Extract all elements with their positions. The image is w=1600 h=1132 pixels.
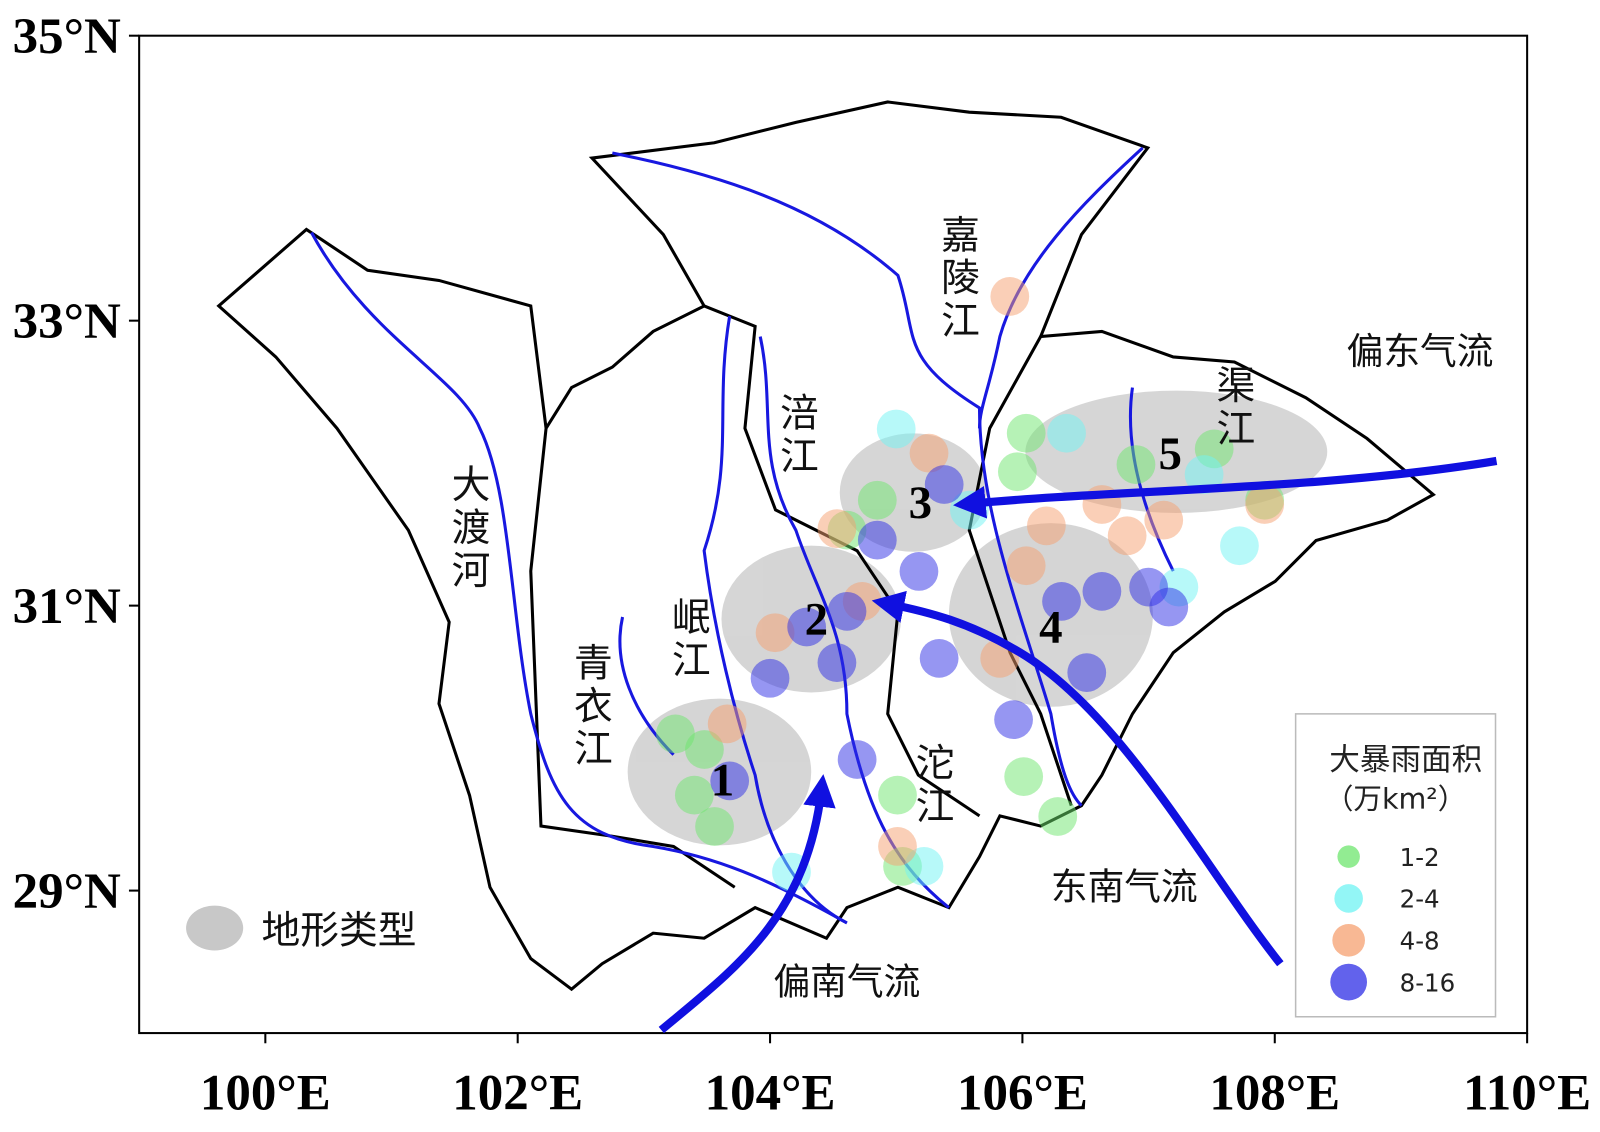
rainfall-point [817, 643, 857, 682]
river [310, 231, 848, 925]
rainfall-point [674, 775, 714, 815]
rainfall-point [837, 740, 877, 779]
rainfall-point [1107, 516, 1147, 556]
rainfall-point [990, 277, 1030, 316]
legend-swatch [1337, 845, 1360, 868]
flow-label: 东南气流 [1051, 865, 1198, 908]
region-label: 5 [1158, 428, 1181, 480]
region-label: 2 [805, 593, 828, 645]
rainfall-point [656, 714, 695, 754]
river-label: 青衣江 [567, 642, 612, 770]
rainfall-point [904, 846, 944, 886]
rainfall-point [1245, 485, 1285, 524]
x-tick-label: 100°E [200, 1066, 331, 1122]
river-label: 渠江 [1210, 365, 1255, 451]
rainfall-point [817, 509, 857, 549]
rainfall-point [1006, 546, 1046, 586]
flow-label: 偏南气流 [773, 960, 920, 1003]
rainfall-point [1038, 797, 1078, 836]
flow-arrows [658, 456, 1498, 1034]
legend-box [1294, 713, 1497, 1018]
flow-arrow [658, 774, 836, 1034]
rainfall-point [827, 591, 867, 631]
region-label: 3 [909, 477, 932, 529]
rainfall-point [1082, 572, 1122, 611]
basin-boundaries [216, 100, 1436, 992]
legend-swatch [1332, 923, 1365, 957]
y-tick-label: 29°N [13, 864, 121, 920]
flow-label: 偏东气流 [1347, 330, 1494, 373]
rainfall-point [707, 704, 747, 744]
rainfall-point [1144, 500, 1184, 540]
y-tick-label: 31°N [13, 579, 121, 635]
rainfall-point [899, 552, 939, 591]
flow-arrow [953, 456, 1498, 519]
flow-arrow [871, 590, 1284, 967]
x-tick-label: 104°E [705, 1066, 836, 1122]
y-tick-label: 35°N [13, 9, 121, 65]
x-tick-label: 102°E [452, 1066, 583, 1122]
rainfall-point [695, 807, 734, 846]
rainfall-point [876, 409, 916, 449]
rainfall-point [857, 480, 897, 520]
river-label: 岷江 [665, 597, 710, 683]
rainfall-point [919, 638, 959, 678]
x-tick-label: 110°E [1463, 1066, 1591, 1122]
terrain-legend-label: 地形类型 [262, 908, 417, 953]
frame [138, 34, 1529, 1035]
rainfall-point [909, 433, 949, 473]
rainfall-point [878, 827, 917, 866]
legend-swatch [1334, 884, 1363, 913]
river-label: 嘉陵江 [935, 214, 980, 342]
rainfall-point [1027, 506, 1066, 546]
rainfall-point [750, 658, 790, 698]
rainfall-point [1149, 587, 1189, 627]
rainfall-point [994, 700, 1033, 739]
legend-title: 大暴雨面积 [1329, 743, 1482, 778]
rainfall-point [1067, 653, 1107, 692]
rainfall-point [1047, 413, 1086, 453]
rainfall-points [656, 277, 1285, 892]
legend-label: 8-16 [1400, 968, 1456, 997]
river [612, 151, 1083, 807]
boundary [703, 304, 981, 818]
boundary [967, 335, 1073, 807]
terrain-legend-swatch [186, 905, 244, 951]
river [702, 315, 848, 925]
x-tick-label: 106°E [957, 1066, 1088, 1122]
legend-label: 2-4 [1400, 885, 1440, 914]
legend-label: 1-2 [1400, 843, 1440, 872]
rainfall-point [787, 607, 827, 647]
legend-swatch [1330, 963, 1368, 1001]
rainfall-point [857, 520, 897, 560]
river-label: 沱江 [909, 742, 954, 828]
river-label: 涪江 [773, 393, 818, 479]
rainfall-point [1004, 757, 1044, 796]
rainfall-point [1042, 581, 1081, 621]
rainfall-point [710, 761, 750, 801]
legend-unit: （万km²） [1325, 782, 1466, 816]
region-label: 1 [711, 754, 734, 806]
legend-label: 4-8 [1400, 926, 1440, 955]
rainfall-point [1116, 445, 1156, 484]
rainfall-point [1220, 526, 1259, 566]
rainfall-point [1184, 455, 1224, 494]
rainfall-point [755, 613, 795, 653]
x-tick-label: 108°E [1209, 1066, 1340, 1122]
rainfall-point [685, 730, 724, 769]
rainfall-point [997, 452, 1037, 492]
rainfall-point [1006, 413, 1046, 453]
y-tick-label: 33°N [13, 294, 121, 350]
region-label: 4 [1039, 601, 1062, 653]
axes: 100°E 102°E 104°E 106°E 108°E 110°E29°N31°N33… [13, 9, 1592, 1122]
river-label: 大渡河 [445, 464, 490, 593]
rainfall-point [878, 775, 917, 815]
